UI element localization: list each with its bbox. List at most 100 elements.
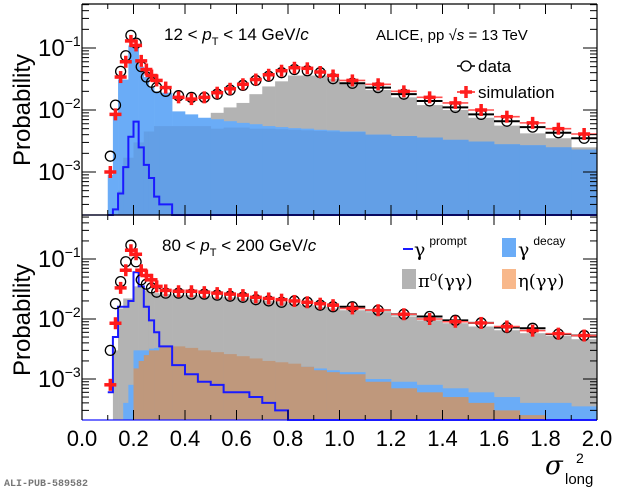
top-gamma-decay-dark-bar bbox=[494, 144, 521, 215]
x-tick-label: 0.0 bbox=[67, 426, 98, 451]
figure-id-watermark: ALI-PUB-589582 bbox=[4, 479, 88, 490]
top-y-tick-label: 10−3 bbox=[38, 157, 81, 186]
x-tick-label: 2.0 bbox=[582, 426, 613, 451]
top-panel-title: 12 < pT < 14 GeV/c bbox=[164, 25, 309, 48]
bottom-eta-gg-bar bbox=[185, 347, 199, 420]
top-gamma-decay-dark-bar bbox=[519, 145, 546, 215]
legend-top: data simulation bbox=[457, 57, 555, 102]
bottom-histograms bbox=[107, 271, 598, 421]
top-gamma-decay-dark-bar bbox=[313, 130, 327, 215]
bottom-eta-gg-bar bbox=[300, 366, 315, 420]
legend-data-marker-icon bbox=[457, 60, 475, 72]
top-gamma-decay-dark-bar bbox=[545, 147, 572, 215]
legend-bottom: γ prompt γ decay π⁰(γγ) η(γγ) bbox=[402, 234, 565, 292]
bottom-gamma-decay-total-bar bbox=[128, 384, 134, 420]
bottom-panel-title: 80 < pT < 200 GeV/c bbox=[162, 236, 317, 259]
top-gamma-decay-dark-bar bbox=[365, 134, 392, 215]
bottom-eta-gg-bar bbox=[148, 350, 155, 420]
top-y-tick-labels: 10−1 10−2 10−3 bbox=[38, 33, 81, 186]
x-tick-labels: 0.0 0.2 0.4 0.6 0.8 1.0 1.2 1.4 1.6 1.8 2.0 bbox=[67, 426, 613, 451]
top-gamma-decay-dark-bar bbox=[185, 126, 199, 215]
top-y-axis-label: Probability bbox=[9, 54, 36, 166]
top-histograms bbox=[107, 45, 598, 216]
top-gamma-decay-total-bar bbox=[118, 79, 124, 215]
top-gamma-decay-dark-bar bbox=[442, 139, 469, 215]
bottom-eta-gg-bar bbox=[210, 352, 224, 420]
bottom-eta-gg-bar bbox=[236, 356, 250, 420]
top-gamma-decay-total-bar bbox=[112, 114, 119, 215]
top-gamma-decay-dark-bar bbox=[123, 157, 129, 215]
legend-simulation-label: simulation bbox=[478, 83, 555, 102]
bottom-eta-gg-bar bbox=[143, 355, 150, 420]
bottom-eta-gg-bar bbox=[172, 346, 186, 420]
top-gamma-decay-dark-bar bbox=[288, 129, 302, 215]
top-gamma-decay-dark-bar bbox=[128, 157, 134, 215]
top-gamma-decay-dark-bar bbox=[262, 128, 276, 215]
bottom-eta-gg-bar bbox=[138, 360, 145, 420]
bottom-eta-gg-bar bbox=[133, 368, 139, 420]
legend-data-label: data bbox=[478, 57, 512, 76]
bottom-eta-gg-bar bbox=[197, 350, 212, 420]
x-tick-label: 1.8 bbox=[530, 426, 561, 451]
bottom-eta-gg-bar bbox=[154, 350, 160, 420]
legend-gamma-decay-label: γ decay bbox=[518, 234, 565, 261]
top-gamma-decay-dark-bar bbox=[197, 126, 212, 215]
bottom-eta-gg-bar bbox=[468, 402, 495, 420]
bottom-eta-gg-bar bbox=[391, 388, 418, 420]
bottom-pi0-gg-bar bbox=[128, 298, 134, 420]
legend-eta-swatch-icon bbox=[502, 269, 516, 289]
x-tick-label: 0.2 bbox=[118, 426, 149, 451]
bottom-eta-gg-bar bbox=[159, 346, 173, 420]
bottom-eta-gg-bar bbox=[416, 392, 443, 420]
bottom-eta-gg-bar bbox=[519, 415, 546, 420]
bottom-gamma-decay-total-bar bbox=[545, 402, 572, 420]
top-gamma-decay-dark-bar bbox=[148, 131, 155, 215]
top-gamma-decay-dark-bar bbox=[339, 132, 366, 215]
top-gamma-decay-dark-bar bbox=[416, 137, 443, 215]
bottom-data-point bbox=[109, 298, 122, 310]
bottom-y-tick-labels: 10−1 10−2 10−3 bbox=[38, 244, 81, 393]
bottom-y-tick-label: 10−2 bbox=[38, 304, 81, 333]
bottom-data-points bbox=[104, 239, 597, 391]
bottom-eta-gg-bar bbox=[326, 372, 340, 420]
top-gamma-decay-dark-bar bbox=[143, 131, 150, 215]
bottom-y-axis-label: Probability bbox=[9, 264, 36, 376]
top-gamma-decay-dark-bar bbox=[275, 129, 289, 215]
bottom-eta-gg-bar bbox=[339, 374, 366, 420]
top-gamma-decay-total-bar bbox=[107, 174, 114, 215]
bottom-y-tick-label: 10−3 bbox=[38, 364, 81, 393]
top-gamma-decay-dark-bar bbox=[154, 126, 160, 215]
top-y-tick-label: 10−1 bbox=[38, 33, 81, 62]
top-gamma-decay-dark-bar bbox=[138, 142, 145, 215]
legend-pi0-swatch-icon bbox=[402, 269, 416, 289]
x-tick-label: 1.0 bbox=[324, 426, 355, 451]
top-gamma-decay-total-bar bbox=[133, 45, 139, 215]
bottom-pi0-gg-bar bbox=[118, 308, 124, 420]
top-gamma-decay-dark-bar bbox=[159, 126, 173, 215]
bottom-eta-gg-bar bbox=[249, 358, 263, 420]
bottom-eta-gg-bar bbox=[313, 370, 327, 420]
top-gamma-decay-dark-bar bbox=[571, 149, 598, 215]
bottom-y-tick-label: 10−1 bbox=[38, 244, 81, 273]
bottom-data-point bbox=[104, 344, 116, 357]
top-gamma-decay-dark-bar bbox=[172, 126, 186, 215]
bottom-gamma-decay-total-bar bbox=[123, 402, 129, 420]
top-gamma-decay-dark-bar bbox=[223, 127, 237, 215]
top-gamma-decay-total-bar bbox=[128, 45, 134, 215]
top-gamma-decay-dark-bar bbox=[300, 130, 315, 215]
bottom-panel: Probability 10−1 10−2 10−3 0.0 0.2 0.4 0.6 0.8… bbox=[9, 214, 613, 488]
bottom-axes bbox=[81, 214, 598, 421]
top-gamma-decay-dark-bar bbox=[326, 131, 340, 215]
experiment-label: ALICE, pp √s = 13 TeV bbox=[376, 27, 528, 44]
x-tick-label: 0.6 bbox=[221, 426, 252, 451]
top-gamma-decay-dark-bar bbox=[391, 136, 418, 215]
top-y-tick-label: 10−2 bbox=[38, 95, 81, 124]
bottom-eta-gg-bar bbox=[275, 362, 289, 420]
legend-gamma-decay-swatch-icon bbox=[502, 238, 516, 257]
top-gamma-decay-dark-bar bbox=[236, 127, 250, 215]
bottom-eta-gg-bar bbox=[223, 354, 237, 420]
top-panel: Probability 10−1 10−2 10−3 12 < pT < 14 Ge… bbox=[9, 3, 598, 216]
bottom-eta-gg-bar bbox=[442, 397, 469, 420]
bottom-eta-gg-bar bbox=[494, 410, 521, 420]
